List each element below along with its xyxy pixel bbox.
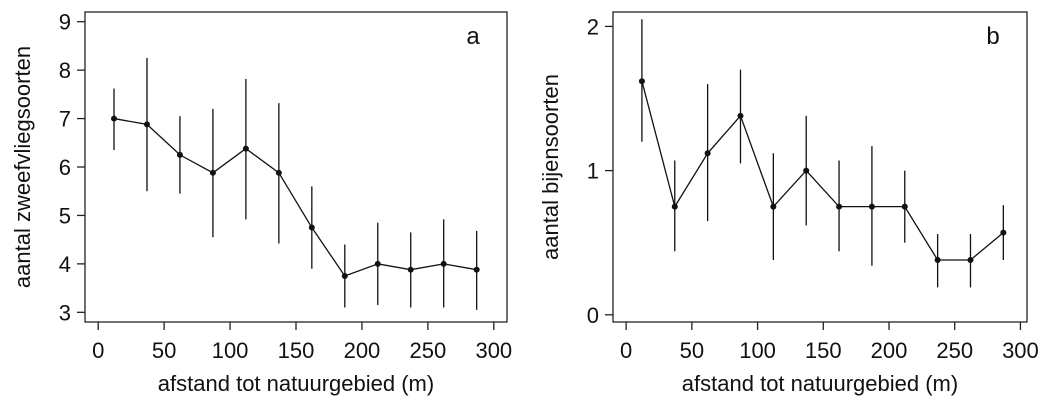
series-line bbox=[641, 81, 1004, 261]
data-point bbox=[440, 260, 447, 267]
y-tick-label: 7 bbox=[59, 107, 71, 132]
data-point bbox=[671, 203, 678, 210]
panel-label: b bbox=[986, 23, 999, 50]
y-tick-label: 8 bbox=[59, 58, 71, 83]
y-tick-label: 1 bbox=[587, 159, 599, 184]
data-point bbox=[836, 203, 843, 210]
data-point bbox=[308, 224, 315, 231]
y-tick-label: 5 bbox=[59, 203, 71, 228]
x-tick-label: 300 bbox=[475, 338, 512, 363]
x-tick-label: 150 bbox=[278, 338, 315, 363]
data-point bbox=[803, 167, 810, 174]
plot-frame bbox=[612, 11, 1028, 323]
x-tick-label: 50 bbox=[680, 338, 704, 363]
panel-a: 3 4 5 6 7 8 9 0 50 100 150 200 250 300 afstand tot nat… bbox=[10, 10, 512, 396]
x-axis-title: afstand tot natuurgebied (m) bbox=[158, 371, 434, 396]
x-tick-label: 300 bbox=[1002, 338, 1039, 363]
x-tick-label: 100 bbox=[212, 338, 249, 363]
data-point bbox=[638, 78, 645, 85]
x-tick-label: 200 bbox=[344, 338, 381, 363]
data-point bbox=[275, 169, 282, 176]
data-point bbox=[111, 115, 118, 122]
data-point bbox=[704, 150, 711, 157]
x-tick-label: 50 bbox=[152, 338, 176, 363]
series-line bbox=[113, 117, 477, 277]
data-point bbox=[473, 266, 480, 273]
data-point bbox=[868, 203, 875, 210]
x-tick-label: 250 bbox=[410, 338, 447, 363]
data-point bbox=[737, 112, 744, 119]
y-axis-title: aantal zweefvliegsoorten bbox=[10, 46, 35, 288]
x-tick-label: 150 bbox=[805, 338, 842, 363]
data-point bbox=[934, 257, 941, 263]
data-point bbox=[967, 257, 974, 263]
data-point bbox=[901, 203, 908, 210]
y-tick-label: 2 bbox=[587, 14, 599, 39]
x-tick-label: 200 bbox=[871, 338, 908, 363]
data-point bbox=[242, 145, 249, 152]
y-tick-label: 6 bbox=[59, 155, 71, 180]
x-tick-label: 0 bbox=[620, 338, 632, 363]
data-point bbox=[209, 169, 216, 176]
data-point bbox=[374, 260, 381, 267]
x-tick-label: 0 bbox=[92, 338, 104, 363]
data-point bbox=[176, 151, 183, 158]
y-tick-label: 0 bbox=[587, 303, 599, 328]
x-tick-label: 100 bbox=[739, 338, 776, 363]
panel-b: 0 1 2 0 50 100 150 200 250 300 afstand tot natuurg… bbox=[538, 11, 1039, 396]
x-axis-title: afstand tot natuurgebied (m) bbox=[682, 371, 958, 396]
data-point bbox=[341, 272, 348, 279]
data-point bbox=[1000, 229, 1007, 236]
y-tick-label: 3 bbox=[59, 300, 71, 325]
data-point bbox=[143, 121, 150, 128]
data-point bbox=[407, 266, 414, 273]
panel-label: a bbox=[466, 23, 480, 50]
data-point bbox=[770, 203, 777, 210]
y-tick-label: 4 bbox=[59, 252, 71, 277]
y-tick-label: 9 bbox=[59, 10, 71, 35]
y-axis-title: aantal bijensoorten bbox=[538, 74, 563, 260]
x-tick-label: 250 bbox=[936, 338, 973, 363]
